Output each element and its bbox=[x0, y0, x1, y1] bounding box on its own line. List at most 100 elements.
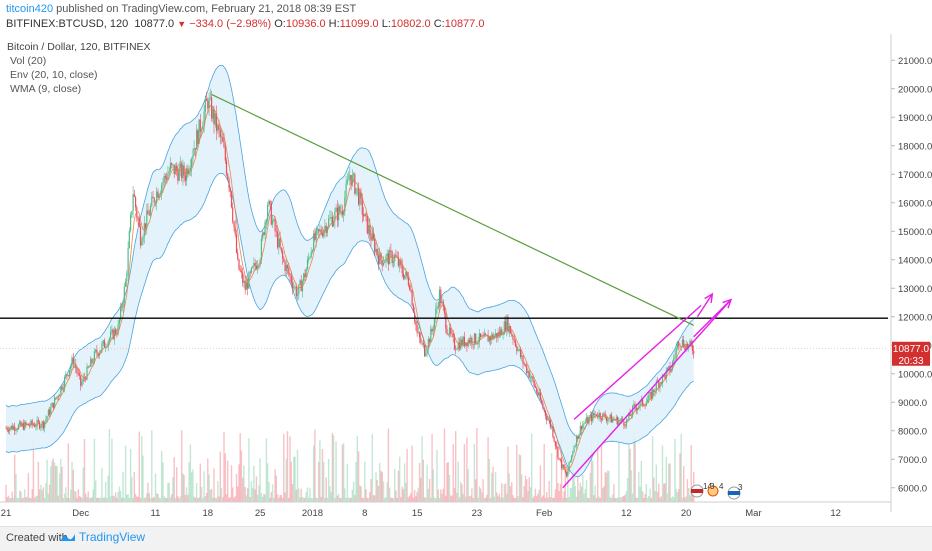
volume-bar bbox=[71, 462, 73, 502]
volume-bar bbox=[519, 455, 522, 502]
volume-bar bbox=[304, 497, 306, 502]
candle-body bbox=[635, 407, 637, 411]
low-label: L: bbox=[381, 18, 391, 30]
volume-bar bbox=[570, 487, 573, 502]
candle-body bbox=[471, 337, 473, 345]
volume-bar bbox=[362, 497, 365, 502]
candle-body bbox=[579, 425, 581, 434]
candle-body bbox=[40, 426, 42, 429]
candle-body bbox=[290, 275, 292, 283]
volume-bar bbox=[276, 494, 279, 502]
volume-bar bbox=[674, 438, 676, 502]
candle-body bbox=[554, 441, 556, 446]
volume-bar bbox=[670, 498, 672, 502]
volume-bar bbox=[385, 497, 387, 502]
volume-bar bbox=[473, 443, 476, 502]
volume-bar bbox=[453, 487, 456, 502]
candle-body bbox=[320, 229, 322, 234]
volume-bar bbox=[389, 487, 391, 502]
candle-body bbox=[304, 273, 306, 278]
volume-bar bbox=[533, 495, 535, 502]
volume-bar bbox=[166, 498, 168, 502]
flag-stripe-icon bbox=[691, 489, 703, 493]
volume-bar bbox=[584, 489, 586, 502]
volume-bar bbox=[347, 497, 350, 502]
candle-body bbox=[107, 341, 109, 347]
volume-bar bbox=[650, 497, 652, 502]
wma-line bbox=[5, 104, 695, 471]
y-tick-label: 6000.0 bbox=[898, 483, 927, 494]
candle-body bbox=[330, 216, 332, 218]
y-tick-label: 16000.0 bbox=[898, 198, 932, 209]
volume-bar bbox=[7, 495, 10, 502]
channel-upper-line bbox=[573, 304, 702, 420]
candle-body bbox=[215, 113, 218, 131]
candle-body bbox=[306, 259, 309, 269]
volume-bar bbox=[73, 490, 76, 502]
candle-body bbox=[414, 312, 416, 321]
price-chart[interactable]: 6000.07000.08000.09000.010000.011000.012… bbox=[0, 34, 932, 526]
candle-body bbox=[652, 389, 654, 399]
volume-bar bbox=[78, 496, 81, 502]
volume-bar bbox=[185, 487, 188, 502]
candle-body bbox=[425, 353, 427, 357]
volume-bar bbox=[299, 497, 301, 502]
volume-bar bbox=[488, 459, 491, 502]
volume-bar bbox=[613, 484, 615, 502]
candle-body bbox=[553, 436, 555, 442]
volume-bar bbox=[321, 449, 324, 502]
candle-body bbox=[32, 424, 34, 426]
volume-bar bbox=[152, 498, 154, 502]
volume-bar bbox=[557, 483, 559, 502]
volume-bar bbox=[630, 470, 633, 502]
volume-bar bbox=[244, 487, 246, 502]
volume-bar bbox=[47, 493, 50, 502]
candle-body bbox=[239, 269, 241, 271]
volume-bar bbox=[230, 465, 233, 502]
volume-bar bbox=[294, 456, 296, 502]
candle-body bbox=[309, 257, 311, 258]
x-tick-label: 12 bbox=[621, 508, 632, 519]
candle-body bbox=[294, 286, 296, 288]
legend-wma[interactable]: WMA (9, close) bbox=[10, 83, 81, 95]
author-link[interactable]: titcoin420 bbox=[6, 3, 54, 15]
volume-bar bbox=[225, 494, 228, 502]
legend-env[interactable]: Env (20, 10, close) bbox=[10, 69, 98, 81]
candle-body bbox=[625, 420, 627, 427]
candle-body bbox=[336, 207, 338, 221]
candle-body bbox=[168, 170, 170, 174]
volume-bar bbox=[48, 484, 51, 502]
volume-bar bbox=[600, 442, 603, 502]
volume-bar bbox=[422, 459, 424, 502]
candle-body bbox=[222, 136, 224, 142]
event-marker-group[interactable]: 14 3 4 3 bbox=[690, 482, 743, 500]
candle-body bbox=[655, 381, 657, 391]
candle-body bbox=[647, 399, 649, 402]
volume-bar bbox=[6, 497, 8, 502]
candle-body bbox=[361, 198, 363, 215]
volume-bar bbox=[649, 488, 651, 502]
y-tick-label: 15000.0 bbox=[898, 227, 932, 238]
volume-bar bbox=[499, 497, 502, 502]
volume-bar bbox=[428, 478, 431, 502]
volume-bar bbox=[532, 498, 534, 502]
x-tick-label: Dec bbox=[72, 508, 89, 519]
volume-bar bbox=[433, 497, 436, 502]
candle-body bbox=[404, 275, 406, 279]
candle-body bbox=[331, 216, 333, 227]
volume-bar bbox=[375, 472, 377, 502]
candle-body bbox=[201, 129, 203, 132]
tradingview-link[interactable]: TradingView bbox=[60, 530, 145, 544]
candle-body bbox=[354, 174, 356, 194]
volume-bar bbox=[14, 454, 16, 502]
drawings[interactable] bbox=[0, 93, 888, 489]
candle-body bbox=[513, 339, 515, 341]
candle-body bbox=[88, 366, 91, 368]
candle-body bbox=[498, 331, 500, 336]
legend-vol[interactable]: Vol (20) bbox=[10, 55, 46, 67]
event-icon[interactable] bbox=[707, 485, 719, 497]
volume-bar bbox=[585, 480, 588, 502]
volume-bar bbox=[683, 466, 685, 502]
volume-bar bbox=[200, 486, 203, 502]
volume-bar bbox=[484, 497, 487, 502]
